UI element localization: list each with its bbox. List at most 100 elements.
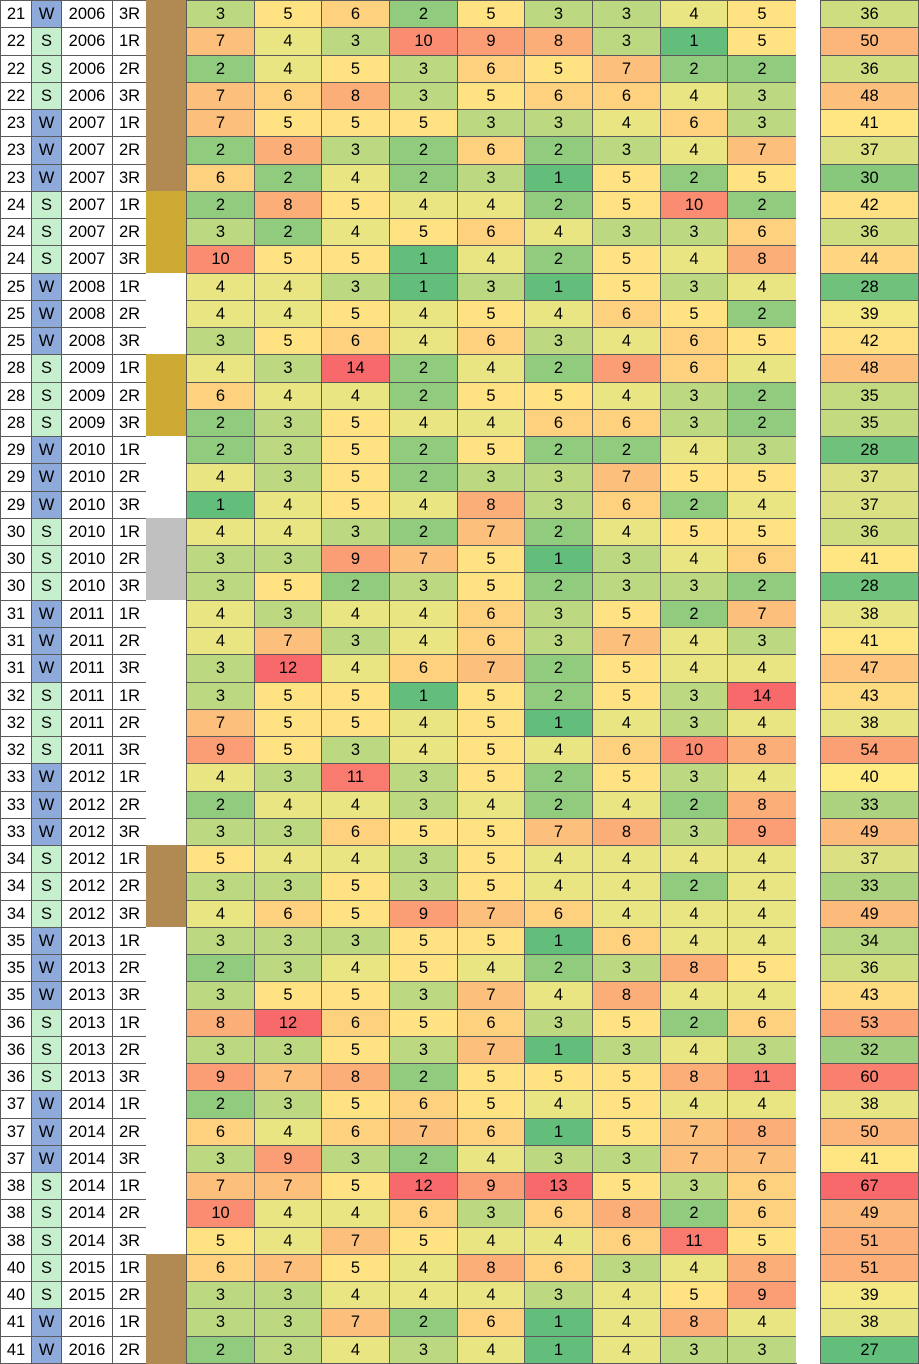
score-cell[interactable]: 4 [186,627,255,655]
row-number-cell[interactable]: 31 [0,654,32,683]
score-cell[interactable]: 3 [254,954,322,982]
score-cell[interactable]: 5 [457,709,525,737]
score-cell[interactable]: 6 [254,82,322,110]
total-cell[interactable]: 49 [820,1199,919,1228]
year-cell[interactable]: 2011 [61,709,113,737]
score-cell[interactable]: 6 [457,1009,525,1037]
round-cell[interactable]: 1R [112,354,147,383]
score-cell[interactable]: 4 [321,382,390,410]
total-cell[interactable]: 38 [820,709,919,737]
year-cell[interactable]: 2007 [61,191,113,219]
score-cell[interactable]: 5 [321,436,390,464]
total-cell[interactable]: 48 [820,354,919,383]
score-cell[interactable]: 7 [524,818,593,846]
score-cell[interactable]: 2 [660,491,728,519]
score-cell[interactable]: 4 [660,245,728,274]
score-cell[interactable]: 4 [727,709,797,737]
score-cell[interactable]: 4 [186,900,255,928]
score-cell[interactable]: 2 [389,354,458,383]
total-cell[interactable]: 53 [820,1009,919,1037]
row-number-cell[interactable]: 37 [0,1118,32,1146]
season-cell[interactable]: S [31,1254,62,1282]
score-cell[interactable]: 8 [592,981,661,1010]
score-cell[interactable]: 8 [457,1254,525,1282]
score-cell[interactable]: 4 [727,491,797,519]
total-cell[interactable]: 67 [820,1172,919,1200]
score-cell[interactable]: 4 [389,600,458,628]
score-cell[interactable]: 5 [389,109,458,137]
score-cell[interactable]: 14 [727,682,797,710]
score-cell[interactable]: 4 [254,845,322,873]
round-cell[interactable]: 3R [112,82,147,110]
score-cell[interactable]: 8 [727,1118,797,1146]
season-cell[interactable]: S [31,1281,62,1309]
row-number-cell[interactable]: 23 [0,164,32,192]
score-cell[interactable]: 7 [592,55,661,83]
round-cell[interactable]: 2R [112,627,147,655]
score-cell[interactable]: 3 [592,27,661,56]
season-cell[interactable]: S [31,900,62,928]
score-cell[interactable]: 5 [727,954,797,982]
score-cell[interactable]: 7 [389,1118,458,1146]
season-cell[interactable]: W [31,1118,62,1146]
score-cell[interactable]: 6 [592,736,661,764]
score-cell[interactable]: 4 [254,1227,322,1255]
score-cell[interactable]: 10 [389,27,458,56]
row-number-cell[interactable]: 34 [0,900,32,928]
year-cell[interactable]: 2011 [61,654,113,683]
score-cell[interactable]: 4 [254,491,322,519]
round-cell[interactable]: 3R [112,491,147,519]
score-cell[interactable]: 5 [592,1118,661,1146]
total-cell[interactable]: 33 [820,872,919,901]
score-cell[interactable]: 8 [660,1308,728,1337]
total-cell[interactable]: 41 [820,1145,919,1173]
score-cell[interactable]: 5 [727,463,797,492]
round-cell[interactable]: 1R [112,1308,147,1337]
score-cell[interactable]: 5 [321,1090,390,1119]
total-cell[interactable]: 37 [820,491,919,519]
score-cell[interactable]: 3 [592,1145,661,1173]
score-cell[interactable]: 8 [727,791,797,819]
total-cell[interactable]: 33 [820,791,919,819]
score-cell[interactable]: 4 [727,900,797,928]
row-number-cell[interactable]: 25 [0,273,32,301]
score-cell[interactable]: 2 [727,300,797,328]
season-cell[interactable]: S [31,409,62,437]
year-cell[interactable]: 2008 [61,300,113,328]
score-cell[interactable]: 3 [254,436,322,464]
score-cell[interactable]: 3 [457,1199,525,1228]
year-cell[interactable]: 2013 [61,927,113,955]
score-cell[interactable]: 5 [660,518,728,546]
row-number-cell[interactable]: 25 [0,327,32,355]
round-cell[interactable]: 1R [112,1254,147,1282]
score-cell[interactable]: 5 [321,191,390,219]
score-cell[interactable]: 2 [321,572,390,601]
score-cell[interactable]: 2 [524,954,593,982]
year-cell[interactable]: 2014 [61,1145,113,1173]
total-cell[interactable]: 28 [820,273,919,301]
year-cell[interactable]: 2011 [61,682,113,710]
score-cell[interactable]: 6 [727,1172,797,1200]
year-cell[interactable]: 2012 [61,845,113,873]
score-cell[interactable]: 4 [592,1308,661,1337]
score-cell[interactable]: 6 [186,1254,255,1282]
round-cell[interactable]: 2R [112,382,147,410]
score-cell[interactable]: 7 [457,518,525,546]
score-cell[interactable]: 3 [186,327,255,355]
score-cell[interactable]: 2 [186,55,255,83]
year-cell[interactable]: 2007 [61,136,113,165]
season-cell[interactable]: S [31,1063,62,1091]
score-cell[interactable]: 6 [389,1199,458,1228]
year-cell[interactable]: 2010 [61,572,113,601]
score-cell[interactable]: 3 [660,709,728,737]
total-cell[interactable]: 36 [820,55,919,83]
score-cell[interactable]: 3 [186,927,255,955]
row-number-cell[interactable]: 35 [0,954,32,982]
score-cell[interactable]: 4 [592,709,661,737]
score-cell[interactable]: 4 [389,191,458,219]
score-cell[interactable]: 5 [389,218,458,246]
round-cell[interactable]: 1R [112,1009,147,1037]
score-cell[interactable]: 5 [321,872,390,901]
score-cell[interactable]: 4 [660,654,728,683]
score-cell[interactable]: 3 [457,109,525,137]
